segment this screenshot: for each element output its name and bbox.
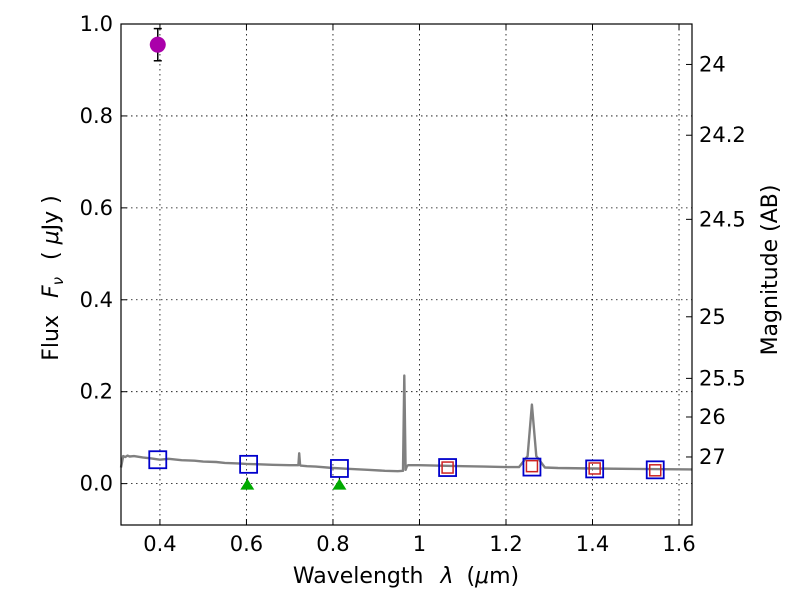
y-axis-symbol-nu: ν bbox=[49, 277, 67, 285]
y-tick-label: 0.2 bbox=[80, 380, 113, 404]
right-tick-label: 25 bbox=[699, 305, 726, 329]
right-tick-label: 26 bbox=[699, 405, 726, 429]
x-tick-label: 1.6 bbox=[662, 532, 695, 556]
upper-limit-point bbox=[332, 478, 347, 490]
y-axis-unit-open: ( bbox=[39, 244, 64, 260]
y-axis-unit-rest: Jy ) bbox=[39, 195, 64, 232]
y-tick-label: 0.0 bbox=[80, 472, 113, 496]
y-axis-title: Flux Fν ( μJy ) bbox=[39, 195, 69, 360]
observed-photometry-point bbox=[525, 459, 539, 473]
model-photometry-point bbox=[522, 457, 542, 477]
model-photometry-point bbox=[438, 458, 457, 477]
observed-photometry-point bbox=[588, 462, 601, 475]
y-axis-symbol-f: F bbox=[39, 285, 64, 298]
model-photometry-point bbox=[239, 454, 259, 474]
right-tick-label: 24.2 bbox=[699, 123, 746, 147]
upper-limit-point bbox=[240, 478, 255, 490]
x-tick-label: 0.8 bbox=[316, 532, 349, 556]
y-tick-label: 0.8 bbox=[80, 104, 113, 128]
spectrum-line bbox=[119, 374, 693, 473]
right-tick-label: 24.5 bbox=[699, 207, 746, 231]
x-axis-unit-open: ( bbox=[466, 564, 475, 589]
x-axis-title: Wavelength λ (μm) bbox=[293, 564, 519, 589]
y-tick-label: 0.4 bbox=[80, 288, 113, 312]
x-axis-unit-rest: m) bbox=[489, 564, 519, 589]
y-tick-label: 0.6 bbox=[80, 196, 113, 220]
right-tick-label: 25.5 bbox=[699, 366, 746, 390]
model-photometry-point bbox=[148, 450, 168, 470]
x-tick-label: 1 bbox=[413, 532, 426, 556]
right-axis-title: Magnitude (AB) bbox=[758, 185, 783, 356]
y-axis-label: Flux bbox=[39, 315, 64, 361]
x-tick-label: 0.6 bbox=[230, 532, 263, 556]
model-photometry-point bbox=[330, 459, 349, 478]
x-tick-label: 1.4 bbox=[576, 532, 609, 556]
axis-ticks: 0.4 0.6 0.8 1 1.2 1.4 1.6 0.0 0.2 0.4 0.6 0.8 1.0 24 2… bbox=[80, 12, 746, 556]
x-axis-unit-mu: μ bbox=[474, 564, 489, 589]
y-tick-label: 1.0 bbox=[80, 12, 113, 36]
x-axis-label: Wavelength bbox=[293, 564, 424, 589]
x-tick-label: 0.4 bbox=[143, 532, 176, 556]
grid-lines bbox=[121, 23, 692, 525]
observed-photometry-point bbox=[648, 464, 662, 477]
plot-area bbox=[119, 27, 693, 490]
model-photometry-point bbox=[585, 459, 605, 479]
right-tick-label: 24 bbox=[699, 52, 726, 76]
y-axis-unit-mu: μ bbox=[39, 230, 64, 245]
measurement-point bbox=[149, 36, 166, 53]
axes-frame bbox=[120, 23, 693, 526]
x-axis-symbol: λ bbox=[439, 564, 453, 589]
x-tick-label: 1.2 bbox=[489, 532, 522, 556]
observed-photometry-point bbox=[441, 461, 454, 474]
right-tick-label: 27 bbox=[699, 445, 726, 469]
model-photometry-point bbox=[645, 460, 665, 480]
